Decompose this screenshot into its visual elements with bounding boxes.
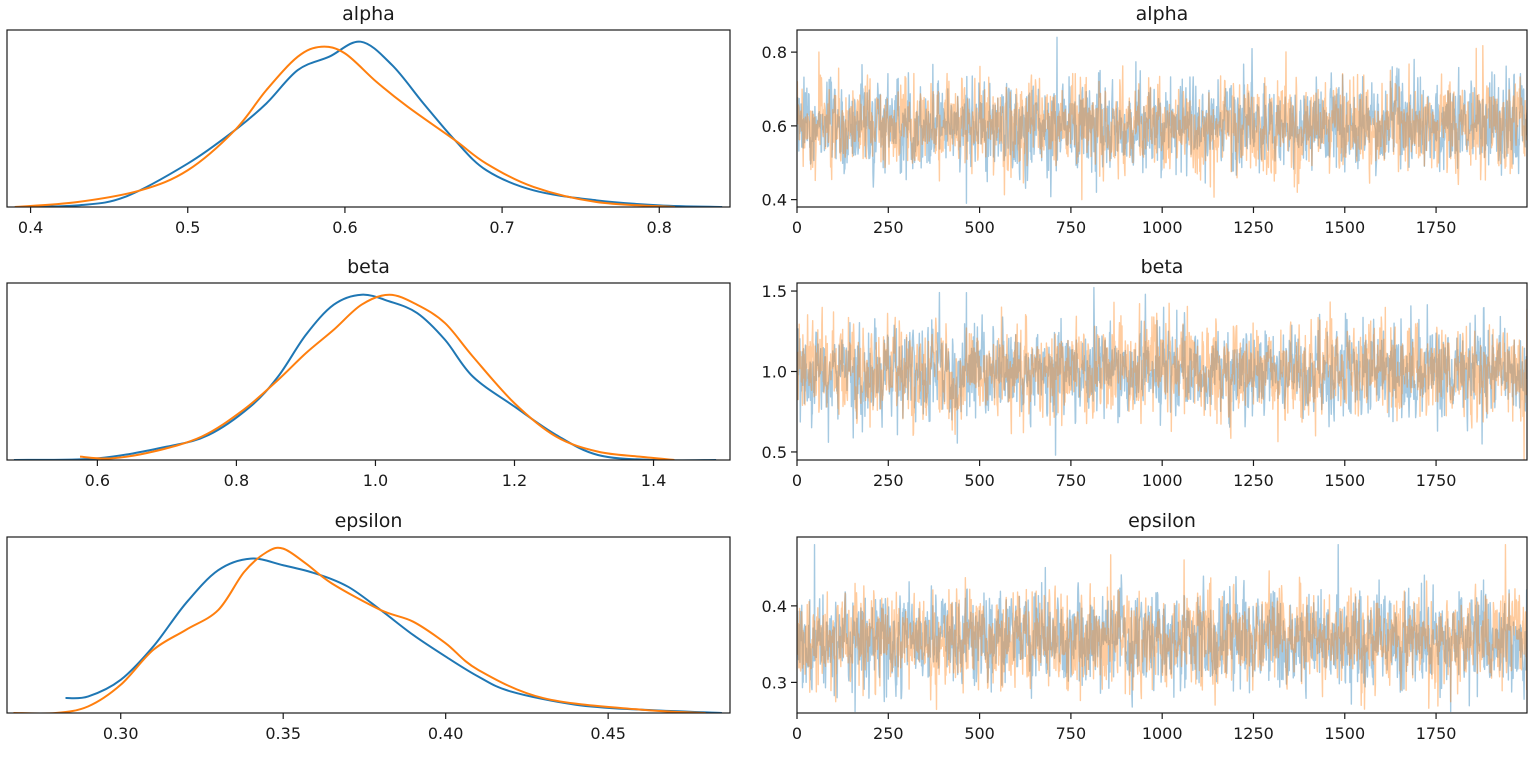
plot-area bbox=[13, 546, 722, 713]
x-tick-label: 1.2 bbox=[502, 471, 527, 490]
panel-title: alpha bbox=[342, 3, 395, 25]
x-tick-label: 1750 bbox=[1416, 218, 1457, 237]
x-tick-label: 0 bbox=[792, 218, 802, 237]
x-tick-label: 0.8 bbox=[224, 471, 249, 490]
panel-title: beta bbox=[1141, 256, 1184, 278]
axes-frame bbox=[6, 29, 731, 208]
x-tick-label: 0.6 bbox=[332, 218, 357, 237]
x-tick-label: 750 bbox=[1056, 471, 1087, 490]
x-tick-label: 500 bbox=[964, 724, 995, 743]
x-tick-label: 1000 bbox=[1142, 724, 1183, 743]
density-line-chain-0 bbox=[13, 293, 717, 460]
panel-alpha-trace: alpha 0 250 500 750 1000 1250 1500 1750 0.4 0.6 0.8 bbox=[762, 3, 1528, 237]
panel-beta-trace: beta 0 250 500 750 1000 1250 1500 1750 0.5 1.0 1.5 bbox=[762, 256, 1528, 490]
x-tick-label: 1250 bbox=[1233, 724, 1274, 743]
x-tick-label: 0.7 bbox=[489, 218, 514, 237]
panel-title: beta bbox=[347, 256, 390, 278]
x-tick-label: 1750 bbox=[1416, 724, 1457, 743]
density-line-chain-1 bbox=[14, 45, 676, 207]
x-tick-label: 250 bbox=[873, 471, 904, 490]
panel-epsilon-density: epsilon 0.30 0.35 0.40 0.45 bbox=[6, 510, 731, 743]
trace-line-chain-0 bbox=[797, 543, 1527, 713]
y-tick-label: 1.0 bbox=[762, 363, 787, 382]
x-tick-label: 1750 bbox=[1416, 471, 1457, 490]
x-tick-label: 0.30 bbox=[103, 724, 139, 743]
trace-line-chain-1 bbox=[797, 543, 1527, 711]
x-tick-label: 500 bbox=[964, 218, 995, 237]
x-tick-label: 1.4 bbox=[641, 471, 666, 490]
axes-frame bbox=[6, 536, 731, 714]
plot-area bbox=[797, 286, 1527, 460]
density-line-chain-1 bbox=[79, 293, 675, 460]
x-tick-label: 0 bbox=[792, 471, 802, 490]
trace-line-chain-1 bbox=[797, 45, 1527, 201]
panel-epsilon-trace: epsilon 0 250 500 750 1000 1250 1500 1750 0.3 0.4 bbox=[762, 510, 1528, 743]
x-tick-label: 1.0 bbox=[363, 471, 388, 490]
x-tick-label: 1250 bbox=[1233, 471, 1274, 490]
x-tick-label: 0.6 bbox=[85, 471, 110, 490]
x-tick-label: 0.35 bbox=[265, 724, 301, 743]
x-tick-label: 0 bbox=[792, 724, 802, 743]
x-tick-label: 1000 bbox=[1142, 218, 1183, 237]
x-tick-label: 0.5 bbox=[175, 218, 200, 237]
x-tick-label: 0.8 bbox=[647, 218, 672, 237]
density-line-chain-0 bbox=[14, 40, 723, 207]
panel-title: alpha bbox=[1136, 3, 1189, 25]
density-line-chain-1 bbox=[13, 546, 706, 713]
x-tick-label: 1500 bbox=[1324, 218, 1365, 237]
plot-area bbox=[14, 40, 723, 207]
x-tick-label: 250 bbox=[873, 724, 904, 743]
y-tick-label: 0.4 bbox=[762, 191, 787, 210]
x-tick-label: 250 bbox=[873, 218, 904, 237]
x-tick-label: 0.45 bbox=[590, 724, 626, 743]
panel-title: epsilon bbox=[1128, 510, 1196, 532]
x-tick-label: 1250 bbox=[1233, 218, 1274, 237]
panel-alpha-density: alpha 0.4 0.5 0.6 0.7 0.8 bbox=[6, 3, 731, 237]
axes-frame bbox=[6, 282, 731, 461]
plot-area bbox=[13, 293, 717, 460]
x-tick-label: 0.4 bbox=[18, 218, 43, 237]
panel-beta-density: beta 0.6 0.8 1.0 1.2 1.4 bbox=[6, 256, 731, 490]
x-tick-label: 0.40 bbox=[428, 724, 464, 743]
panel-title: epsilon bbox=[335, 510, 403, 532]
trace-line-chain-1 bbox=[797, 301, 1527, 460]
y-tick-label: 0.3 bbox=[762, 673, 787, 692]
y-tick-label: 0.8 bbox=[762, 43, 787, 62]
y-tick-label: 0.5 bbox=[762, 443, 787, 462]
x-tick-label: 750 bbox=[1056, 724, 1087, 743]
y-tick-label: 0.6 bbox=[762, 117, 787, 136]
x-tick-label: 1500 bbox=[1324, 724, 1365, 743]
plot-area bbox=[797, 36, 1527, 205]
x-tick-label: 1500 bbox=[1324, 471, 1365, 490]
plot-area bbox=[797, 543, 1527, 713]
y-tick-label: 0.4 bbox=[762, 597, 787, 616]
density-line-chain-0 bbox=[65, 557, 722, 713]
x-tick-label: 1000 bbox=[1142, 471, 1183, 490]
x-tick-label: 750 bbox=[1056, 218, 1087, 237]
x-tick-label: 500 bbox=[964, 471, 995, 490]
y-tick-label: 1.5 bbox=[762, 282, 787, 301]
trace-line-chain-0 bbox=[797, 36, 1527, 205]
trace-line-chain-0 bbox=[797, 286, 1527, 456]
